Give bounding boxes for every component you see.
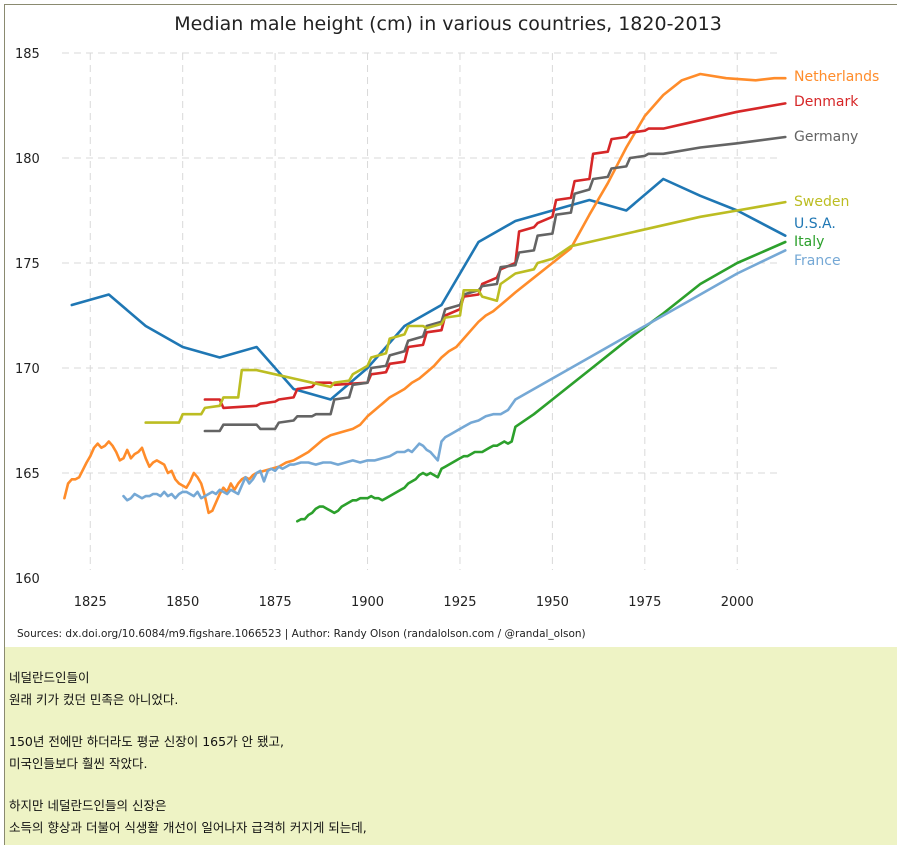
chart-title: Median male height (cm) in various count… [174, 13, 722, 35]
height-chart: Median male height (cm) in various count… [5, 5, 897, 647]
series-line-france [122, 249, 787, 502]
series-label-netherlands: Netherlands [794, 69, 879, 85]
caption-line: 네덜란드인들이 [9, 670, 90, 685]
x-tick-label: 1875 [259, 595, 292, 610]
y-tick-label: 185 [15, 47, 40, 62]
y-tick-label: 165 [15, 467, 40, 482]
caption-line: 미국인들보다 훨씬 작았다. [9, 755, 148, 771]
x-tick-label: 1950 [536, 595, 569, 610]
series-label-germany: Germany [794, 129, 858, 145]
series-lines [63, 72, 787, 523]
series-line-u-s-a [70, 177, 787, 401]
caption-paragraph: 150년 전에만 하더라도 평균 신장이 165가 안 됐고, 미국인들보다 훨씬… [9, 731, 897, 774]
series-labels: U.S.A. Netherlands Denmark Germany Sweden Ita… [794, 69, 879, 269]
series-label-france: France [794, 253, 841, 269]
x-tick-label: 1850 [166, 595, 199, 610]
x-axis-ticks: 1825 1850 1875 1900 1925 1950 1975 2000 [74, 595, 754, 610]
x-tick-label: 1925 [443, 595, 476, 610]
x-tick-label: 1975 [628, 595, 661, 610]
y-tick-label: 180 [15, 152, 40, 167]
y-tick-label: 175 [15, 257, 40, 272]
series-line-italy [296, 240, 787, 523]
series-line-netherlands [63, 72, 787, 515]
x-tick-label: 1825 [74, 595, 107, 610]
caption-line: 하지만 네덜란드인들의 신장은 [9, 798, 167, 813]
y-tick-label: 160 [15, 572, 40, 587]
series-line-germany [203, 135, 787, 433]
caption-line: 소득의 향상과 더불어 식생활 개선이 일어나자 급격히 커지게 되는데, [9, 819, 367, 835]
series-label-italy: Italy [794, 234, 824, 250]
source-note: Sources: dx.doi.org/10.6084/m9.figshare.… [17, 628, 586, 640]
x-tick-label: 2000 [721, 595, 754, 610]
x-tick-label: 1900 [351, 595, 384, 610]
caption-line: 150년 전에만 하더라도 평균 신장이 165가 안 됐고, [9, 734, 285, 749]
series-label-sweden: Sweden [794, 194, 849, 210]
series-label-denmark: Denmark [794, 94, 859, 110]
chart-background [5, 5, 897, 647]
series-label-u-s-a: U.S.A. [794, 216, 836, 232]
y-axis-ticks: 160 165 170 175 180 185 [15, 47, 40, 587]
caption-line: 원래 키가 컸던 민족은 아니었다. [9, 691, 179, 707]
series-line-sweden [144, 200, 787, 424]
y-tick-label: 170 [15, 362, 40, 377]
